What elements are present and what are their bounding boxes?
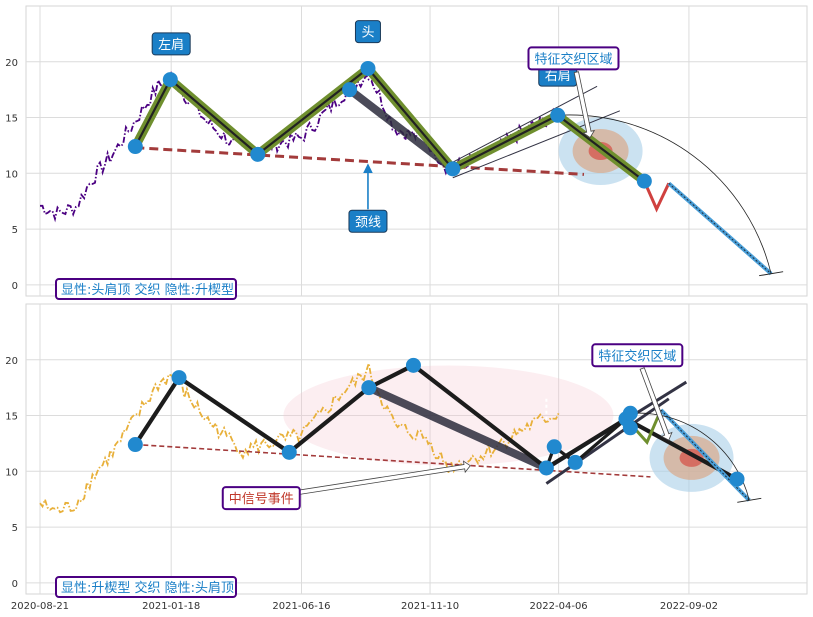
pattern-point [636,173,652,189]
pattern-point [171,370,187,386]
pattern-point [405,357,421,373]
pattern-point [550,107,566,123]
annotation-label: 中信号事件 [229,492,294,507]
annotation-label: 头 [361,26,374,41]
annotation-label: 特征交织区域 [598,348,676,364]
annotation-box [221,486,301,511]
pattern-point [445,161,461,177]
bottom-panel: 0 5 10 15 20 2020-08-21 2021-01-18 2021-06-16 20… [5,303,808,612]
annotation-label: 颈线 [355,215,381,230]
arc-endmark [759,271,784,277]
pattern-point [622,405,638,421]
annotation-box [348,209,388,233]
pattern-point [127,437,143,453]
pattern-point [162,72,178,88]
annotation-label: 右肩 [545,68,571,84]
price-series-line [39,363,560,514]
top-legend-box: 显性:头肩顶 交织 隐性:升楔型 [55,278,237,300]
top-panel-frame [25,5,808,297]
pattern-point [546,439,562,455]
pattern-point [538,460,554,476]
pattern-point [127,139,143,155]
pattern-point [622,420,638,436]
neckline [135,443,651,478]
pattern-point [729,471,745,487]
pattern-line [133,363,739,481]
x-tick-label: 2022-04-06 [530,601,588,612]
x-tick-label: 2021-06-16 [272,601,330,612]
bottom-legend-text: 显性:升楔型 交织 隐性:头肩顶 [61,580,234,596]
annotation-box [354,20,381,44]
channel-lower-line [545,397,670,485]
projection-blue-dots [668,182,772,275]
pattern-point [281,444,297,460]
y-tick-label: 0 [12,579,18,590]
annotation-label: 特征交织区域 [534,51,612,67]
neckline [135,146,585,176]
y-tick-label: 15 [5,114,18,125]
bottom-legend-box: 显性:升楔型 交织 隐性:头肩顶 [55,576,237,598]
y-tick-label: 15 [5,412,18,423]
pattern-point [342,82,358,98]
annotation-label: 左肩 [158,37,184,53]
pattern-point [361,380,377,396]
x-tick-label: 2022-09-02 [660,601,718,612]
pattern-point [250,146,266,162]
pattern-point [567,454,583,470]
gray-band [347,86,456,173]
projection-red-line [642,180,671,213]
pattern-point [360,60,376,76]
x-tick-label: 2021-11-10 [401,601,459,612]
channel-upper-line [452,85,598,163]
annotation-box [591,343,684,368]
x-tick-label: 2020-08-21 [11,601,69,612]
y-tick-label: 5 [12,225,18,236]
x-tick-label: 2021-01-18 [142,601,200,612]
arc-endmark [737,497,762,503]
y-tick-label: 0 [12,281,18,292]
projection-arc [557,114,772,274]
annotation-arrow [274,460,471,499]
annotation-arrow [639,367,673,441]
bottom-plot-layer: 0 5 10 15 20 2020-08-21 2021-01-18 2021-06-16 20… [5,304,807,612]
channel-lower-line [452,110,621,179]
annotation-box [151,32,191,56]
bottom-panel-frame [25,303,808,595]
y-tick-label: 5 [12,523,18,534]
price-series-line [40,71,560,223]
y-tick-label: 10 [5,467,18,478]
annotation-box [527,46,620,71]
y-tick-label: 10 [5,169,18,180]
annotation-arrow [573,71,596,139]
y-tick-label: 20 [5,356,18,367]
top-legend-text: 显性:头肩顶 交织 隐性:升楔型 [61,282,234,298]
gray-band [367,384,549,472]
y-tick-label: 20 [5,58,18,69]
